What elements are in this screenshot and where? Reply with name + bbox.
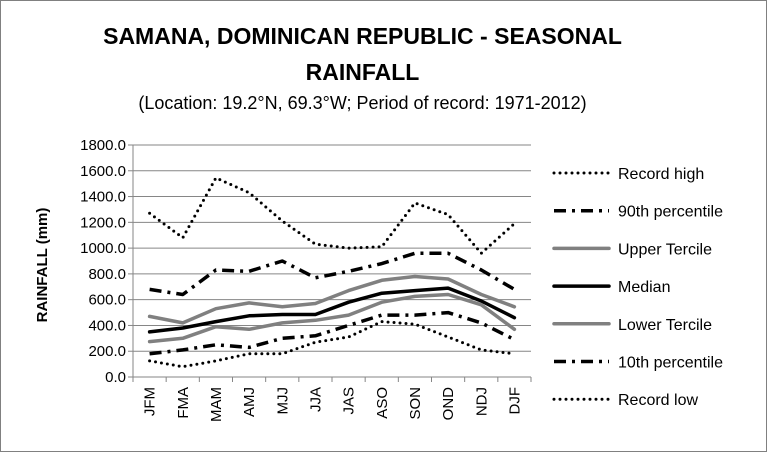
- x-tick-label: FMA: [175, 387, 192, 419]
- series-line-record-low: [148, 320, 516, 369]
- y-tick-label: 400.0: [88, 317, 126, 334]
- x-tick-label: JJA: [307, 387, 324, 412]
- y-tick-label: 800.0: [88, 266, 126, 283]
- series-line-median: [147, 286, 517, 334]
- x-tick-label: JAS: [341, 387, 358, 415]
- legend-label-upper-tercile: Upper Tercile: [618, 241, 712, 258]
- legend: Record high 90th percentile Upper Tercile M…: [552, 166, 723, 409]
- x-tick-label: JFM: [142, 387, 159, 416]
- y-tick-label: 0.0: [105, 369, 126, 386]
- y-tick-label: 600.0: [88, 292, 126, 309]
- x-tick-label: MAM: [208, 387, 225, 422]
- x-tick-label: OND: [440, 387, 457, 421]
- legend-label-median: Median: [618, 279, 670, 296]
- x-tick-label: NDJ: [473, 387, 490, 416]
- series-lines: [147, 176, 517, 369]
- y-tick-label: 1800.0: [80, 137, 126, 154]
- y-tick-label: 1000.0: [80, 240, 126, 257]
- x-tick-label: ASO: [374, 387, 391, 419]
- series-line-record-high: [148, 176, 516, 255]
- chart-title-line-1: SAMANA, DOMINICAN REPUBLIC - SEASONAL: [103, 23, 622, 49]
- chart-subtitle: (Location: 19.2°N, 69.3°W; Period of rec…: [138, 93, 587, 113]
- x-tick-label: AMJ: [241, 387, 258, 417]
- series-line-10th-percentile: [149, 310, 516, 356]
- x-tick-label: MJJ: [274, 387, 291, 415]
- legend-label-record-high: Record high: [618, 166, 704, 183]
- legend-label-90th-percentile: 90th percentile: [618, 204, 723, 221]
- y-axis-title: RAINFALL (mm): [34, 208, 51, 323]
- legend-label-record-low: Record low: [618, 392, 698, 409]
- y-tick-label: 1400.0: [80, 189, 126, 206]
- axes: 0.0 200.0 400.0 600.0 800.0 1000.0 1200.0 1400.…: [34, 137, 532, 422]
- x-tick-label: DJF: [506, 387, 523, 415]
- series-line-upper-tercile: [147, 274, 517, 325]
- y-tick-label: 1600.0: [80, 163, 126, 180]
- x-tick-label: SON: [407, 387, 424, 420]
- series-line-lower-tercile: [147, 292, 517, 344]
- legend-label-lower-tercile: Lower Tercile: [618, 317, 712, 334]
- y-tick-label: 1200.0: [80, 214, 126, 231]
- legend-label-10th-percentile: 10th percentile: [618, 355, 723, 372]
- y-tick-label: 200.0: [88, 343, 126, 360]
- chart-title-line-2: RAINFALL: [305, 59, 420, 85]
- series-line-90th-percentile: [149, 251, 516, 297]
- grid-lines: [133, 144, 531, 378]
